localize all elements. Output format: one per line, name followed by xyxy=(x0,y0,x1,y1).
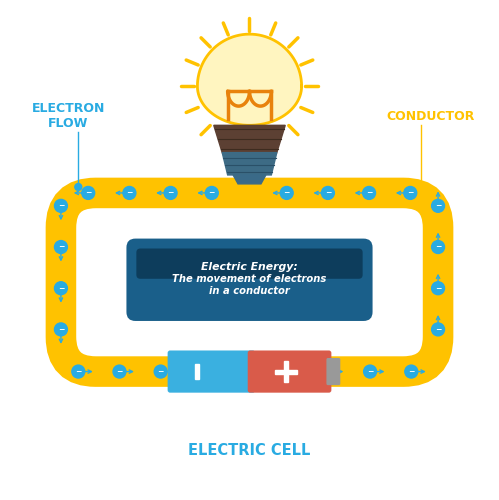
Circle shape xyxy=(72,365,85,378)
Text: −: − xyxy=(435,284,441,292)
Polygon shape xyxy=(284,360,288,382)
Circle shape xyxy=(432,323,445,336)
Polygon shape xyxy=(198,34,301,126)
Circle shape xyxy=(322,365,335,378)
Text: CONDUCTOR: CONDUCTOR xyxy=(386,110,475,122)
Text: −: − xyxy=(116,367,123,376)
Text: −: − xyxy=(167,188,174,198)
Text: −: − xyxy=(367,367,373,376)
Text: −: − xyxy=(58,202,64,210)
Text: −: − xyxy=(283,188,290,198)
Circle shape xyxy=(123,186,136,200)
Text: −: − xyxy=(209,188,215,198)
Text: −: − xyxy=(58,284,64,292)
Circle shape xyxy=(417,184,424,190)
Text: ELECTRIC CELL: ELECTRIC CELL xyxy=(188,444,311,458)
Text: −: − xyxy=(126,188,133,198)
Circle shape xyxy=(205,186,218,200)
Text: −: − xyxy=(75,367,81,376)
Text: Electric Energy:: Electric Energy: xyxy=(201,262,298,272)
Text: FLOW: FLOW xyxy=(48,117,88,130)
Circle shape xyxy=(54,282,67,294)
Circle shape xyxy=(82,186,95,200)
Circle shape xyxy=(54,240,67,254)
Circle shape xyxy=(113,365,126,378)
FancyBboxPatch shape xyxy=(248,350,331,393)
Circle shape xyxy=(432,200,445,212)
Circle shape xyxy=(54,323,67,336)
FancyBboxPatch shape xyxy=(168,350,255,393)
FancyBboxPatch shape xyxy=(326,358,340,385)
Text: −: − xyxy=(326,367,332,376)
Polygon shape xyxy=(196,364,200,379)
Text: −: − xyxy=(435,242,441,252)
Circle shape xyxy=(54,200,67,212)
Polygon shape xyxy=(275,370,297,374)
Circle shape xyxy=(75,184,82,190)
Text: −: − xyxy=(58,325,64,334)
Circle shape xyxy=(164,186,177,200)
Circle shape xyxy=(405,365,418,378)
Text: −: − xyxy=(58,242,64,252)
Text: −: − xyxy=(408,367,415,376)
Text: −: − xyxy=(158,367,164,376)
Text: −: − xyxy=(435,325,441,334)
Polygon shape xyxy=(233,175,266,184)
Text: −: − xyxy=(325,188,331,198)
Circle shape xyxy=(363,186,376,200)
Circle shape xyxy=(321,186,334,200)
Circle shape xyxy=(154,365,167,378)
Polygon shape xyxy=(214,126,285,152)
Text: ELECTRON: ELECTRON xyxy=(32,102,105,115)
Text: in a conductor: in a conductor xyxy=(209,286,290,296)
Text: The movement of electrons: The movement of electrons xyxy=(172,274,327,284)
FancyBboxPatch shape xyxy=(136,248,363,279)
Circle shape xyxy=(364,365,377,378)
Text: −: − xyxy=(85,188,91,198)
FancyBboxPatch shape xyxy=(126,238,373,321)
Text: −: − xyxy=(366,188,372,198)
Circle shape xyxy=(404,186,417,200)
Text: −: − xyxy=(435,202,441,210)
Circle shape xyxy=(280,186,293,200)
Polygon shape xyxy=(222,152,277,175)
Circle shape xyxy=(432,282,445,294)
Text: −: − xyxy=(407,188,414,198)
Circle shape xyxy=(432,240,445,254)
